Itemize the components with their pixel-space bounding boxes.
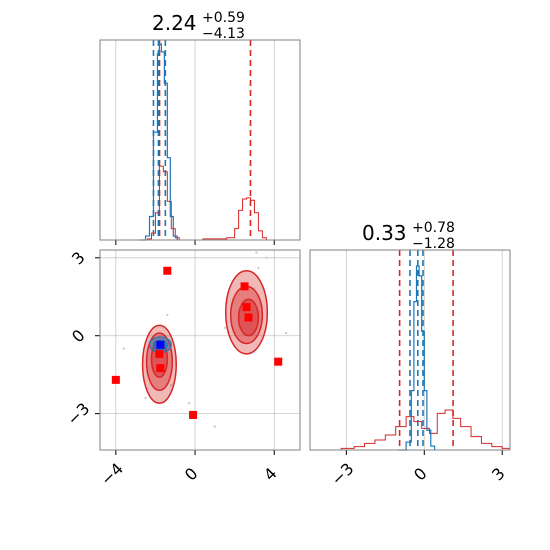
scatter-red-marker [240, 282, 249, 291]
right-x-tick-label: 3 [488, 464, 509, 485]
right-sample-histogram [398, 265, 436, 451]
scatter-faint-point [265, 256, 268, 259]
scatter-red-marker [189, 410, 198, 419]
scatter-faint-point [144, 396, 147, 400]
scatter-faint-point [255, 251, 258, 254]
right-histogram-quantile-lines [398, 250, 454, 450]
scatter-red-marker [155, 349, 164, 358]
top-reference-histogram [135, 165, 267, 241]
scatter-x-tick-label: 4 [260, 464, 281, 485]
scatter-red-marker [163, 266, 172, 275]
param2-title-main: 0.33 [362, 221, 407, 245]
scatter-red-marker [111, 375, 120, 384]
scatter-faint-point [187, 402, 191, 405]
scatter-red-marker [244, 313, 253, 322]
scatter-faint-point [213, 425, 217, 428]
top-sample-histogram [139, 43, 178, 241]
scatter-markers [111, 266, 283, 419]
right-x-tick-label: −3 [327, 459, 357, 489]
right-histogram-frame [309, 249, 511, 451]
scatter-faint-point [170, 383, 173, 387]
right-histogram-ticks: −3 0 3 [327, 450, 509, 489]
scatter-grid [100, 250, 300, 450]
top-histogram-panel: 2.24 +0.59 −4.13 [99, 10, 301, 245]
top-histogram-frame [99, 39, 301, 241]
top-histogram-ticks [115, 240, 275, 245]
right-reference-histogram [330, 409, 511, 451]
param2-title-sup: +0.78 [412, 220, 455, 236]
scatter-x-tick-label: 0 [181, 464, 202, 485]
scatter-faint-point [122, 347, 125, 350]
param1-title-sub: −4.13 [202, 26, 245, 42]
scatter-panel: −4 0 4 3 0 −3 [63, 248, 301, 489]
scatter-y-tick-label: −3 [63, 399, 93, 429]
scatter-red-marker [274, 357, 283, 366]
param1-title-main: 2.24 [152, 11, 197, 35]
scatter-x-tick-label: −4 [97, 459, 127, 489]
scatter-faint-point [223, 326, 226, 330]
param1-title-sup: +0.59 [202, 10, 245, 26]
scatter-faint-point [284, 331, 288, 335]
scatter-frame [99, 249, 301, 451]
scatter-red-marker [242, 303, 251, 312]
right-x-tick-label: 0 [410, 464, 431, 485]
scatter-red-marker [156, 364, 165, 373]
top-histogram-grid [115, 40, 275, 240]
scatter-blue-marker [156, 340, 165, 349]
scatter-faint-point [257, 266, 260, 270]
scatter-faint-point [166, 313, 169, 317]
right-histogram-panel: −3 0 3 0.33 +0.78 −1.28 [309, 220, 511, 489]
scatter-y-tick-label: 0 [68, 326, 89, 347]
param2-title-sub: −1.28 [412, 236, 455, 252]
scatter-y-tick-label: 3 [68, 248, 89, 269]
scatter-faint-points [122, 251, 288, 428]
